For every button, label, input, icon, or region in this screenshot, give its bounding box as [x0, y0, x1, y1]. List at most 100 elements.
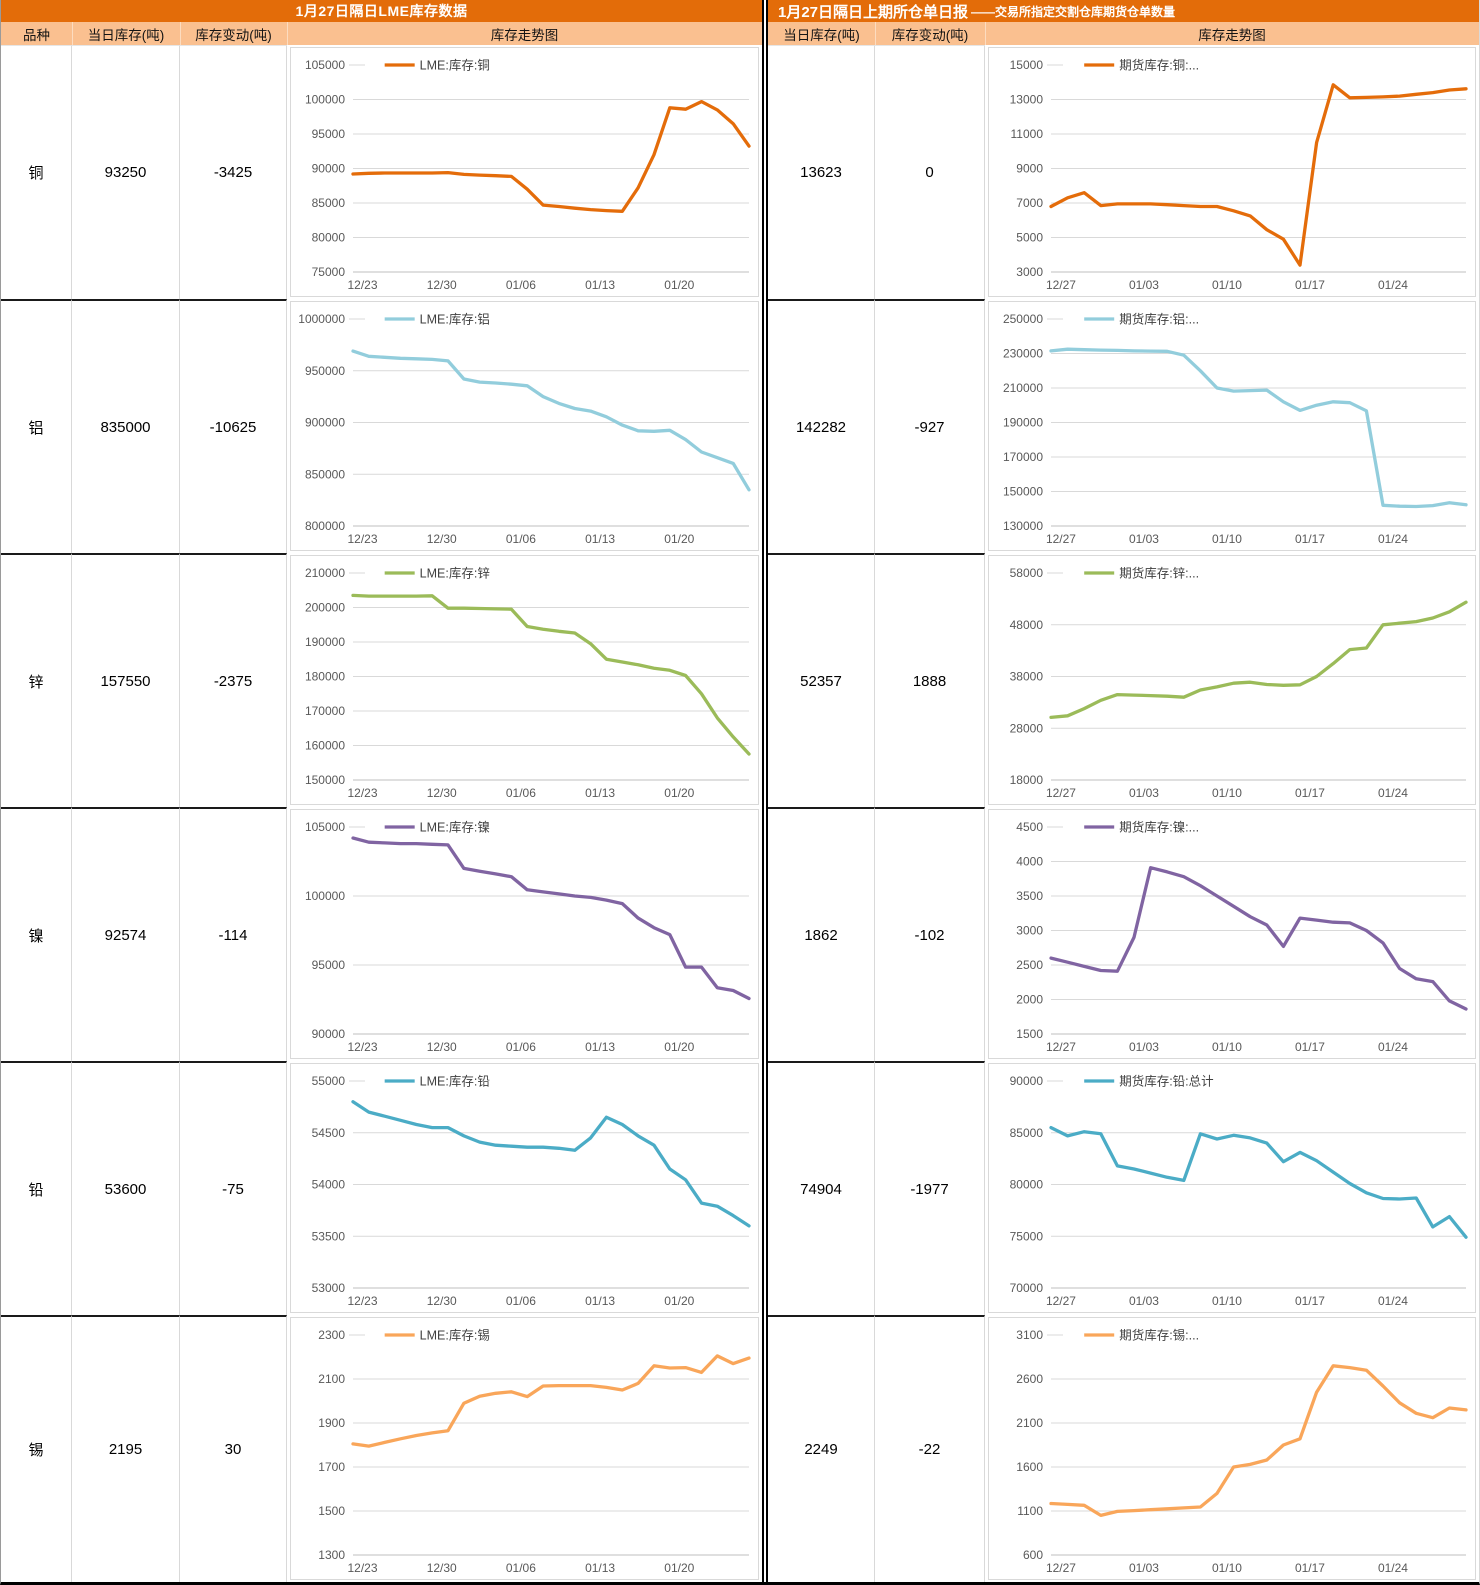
shfe-trend-chart-cell: 18000 28000 38000 48000 58000 12/27 01/03 01/10…	[985, 553, 1479, 807]
x-tick-label: 01/06	[506, 786, 536, 800]
lme-chart-锌: 150000 160000 170000 180000 190000 200000 2100…	[305, 566, 751, 800]
y-tick-label: 85000	[1010, 1126, 1044, 1140]
lme-trend-chart: 1300 1500 1700 1900 2100 2300 12/23 12/30 01/06 0…	[290, 1317, 759, 1580]
metal-name: 铜	[1, 45, 72, 299]
x-tick-label: 12/23	[347, 1294, 377, 1308]
x-tick-label: 12/30	[427, 786, 457, 800]
y-tick-label: 80000	[1010, 1178, 1044, 1192]
lme-trend-chart-cell: 75000 80000 85000 90000 95000 100000 105000 12/…	[287, 45, 762, 299]
lme-chart-铅: 53000 53500 54000 54500 55000 12/23 12/30 01/06…	[312, 1074, 751, 1308]
x-tick-label: 01/10	[1212, 1294, 1242, 1308]
shfe-inventory-value: 1862	[768, 807, 875, 1061]
shfe-trend-chart-cell: 3000 5000 7000 9000 11000 13000 15000 12/27 01/0…	[985, 45, 1479, 299]
legend-label: 期货库存:锌:...	[1119, 566, 1199, 581]
y-tick-label: 9000	[1016, 162, 1043, 176]
y-tick-label: 230000	[1003, 347, 1043, 361]
y-tick-label: 80000	[312, 231, 346, 245]
legend-label: LME:库存:铝	[420, 312, 490, 327]
y-tick-label: 4000	[1016, 855, 1043, 869]
x-tick-label: 01/13	[585, 786, 615, 800]
y-tick-label: 2000	[1016, 993, 1043, 1007]
shfe-inventory-value: 2249	[768, 1315, 875, 1582]
y-tick-label: 13000	[1010, 93, 1044, 107]
series-line	[1049, 600, 1468, 720]
y-tick-label: 1300	[318, 1548, 345, 1562]
x-tick-label: 01/06	[506, 1040, 536, 1054]
x-tick-label: 01/24	[1378, 532, 1408, 546]
x-tick-label: 12/27	[1046, 1294, 1076, 1308]
y-tick-label: 1100	[1017, 1504, 1043, 1518]
y-tick-label: 100000	[305, 93, 345, 107]
shfe-trend-chart-cell: 600 1100 1600 2100 2600 3100 12/27 01/03 01/10 01…	[985, 1315, 1479, 1582]
x-tick-label: 12/23	[347, 532, 377, 546]
shfe-chart-铝: 130000 150000 170000 190000 210000 230000 2500…	[1003, 312, 1468, 546]
shfe-inventory-value: 13623	[768, 45, 875, 299]
y-tick-label: 11000	[1011, 127, 1044, 141]
shfe-trend-chart: 130000 150000 170000 190000 210000 230000 2500…	[988, 301, 1476, 551]
y-tick-label: 190000	[1003, 416, 1043, 430]
y-tick-label: 90000	[312, 162, 346, 176]
legend-label: 期货库存:铅:总计	[1119, 1074, 1213, 1089]
shfe-chart-铜: 3000 5000 7000 9000 11000 13000 15000 12/27 01/0…	[1010, 58, 1468, 292]
shfe-trend-chart: 70000 75000 80000 85000 90000 12/27 01/03 01/10…	[988, 1063, 1476, 1313]
x-tick-label: 01/10	[1212, 278, 1242, 292]
x-tick-label: 01/13	[585, 1294, 615, 1308]
lme-change-value: 30	[180, 1315, 287, 1582]
x-tick-label: 01/13	[585, 278, 615, 292]
y-tick-label: 54500	[312, 1126, 346, 1140]
x-tick-label: 01/06	[506, 532, 536, 546]
y-tick-label: 4500	[1016, 820, 1043, 834]
y-tick-label: 2600	[1016, 1372, 1043, 1386]
metal-name: 铝	[1, 299, 72, 553]
lme-trend-chart-cell: 150000 160000 170000 180000 190000 200000 2100…	[287, 553, 762, 807]
y-tick-label: 105000	[305, 820, 345, 834]
right-panel-title: 1月27日隔日上期所仓单日报 ——交易所指定交割仓库期货仓单数量	[768, 0, 1479, 22]
x-tick-label: 01/17	[1295, 278, 1325, 292]
shfe-trend-chart: 3000 5000 7000 9000 11000 13000 15000 12/27 01/0…	[988, 47, 1476, 297]
y-tick-label: 75000	[312, 265, 346, 279]
series-line	[1049, 347, 1468, 509]
shfe-chart-锡: 600 1100 1600 2100 2600 3100 12/27 01/03 01/10 01…	[1016, 1328, 1468, 1575]
x-tick-label: 01/10	[1212, 1561, 1242, 1575]
x-tick-label: 01/13	[585, 1561, 615, 1575]
y-tick-label: 1600	[1016, 1460, 1043, 1474]
y-tick-label: 3500	[1016, 889, 1043, 903]
y-tick-label: 250000	[1003, 312, 1043, 326]
y-tick-label: 70000	[1010, 1281, 1044, 1295]
x-tick-label: 01/10	[1212, 786, 1242, 800]
x-tick-label: 01/13	[585, 532, 615, 546]
x-tick-label: 01/03	[1129, 278, 1159, 292]
shfe-trend-chart: 1500 2000 2500 3000 3500 4000 4500 12/27 01/03 01…	[988, 809, 1476, 1059]
x-tick-label: 12/27	[1046, 786, 1076, 800]
x-tick-label: 01/24	[1378, 1294, 1408, 1308]
lme-trend-chart-cell: 800000 850000 900000 950000 1000000 12/23 12/3…	[287, 299, 762, 553]
y-tick-label: 7000	[1016, 196, 1043, 210]
lme-chart-锡: 1300 1500 1700 1900 2100 2300 12/23 12/30 01/06 0…	[318, 1328, 751, 1575]
lme-inventory-value: 53600	[72, 1061, 180, 1315]
header-lme-inventory: 当日库存(吨)	[72, 22, 180, 45]
shfe-trend-chart-cell: 1500 2000 2500 3000 3500 4000 4500 12/27 01/03 01…	[985, 807, 1479, 1061]
y-tick-label: 1900	[318, 1416, 345, 1430]
x-tick-label: 01/24	[1378, 1561, 1408, 1575]
series-line	[351, 1100, 751, 1228]
y-tick-label: 1700	[318, 1460, 345, 1474]
lme-change-value: -3425	[180, 45, 287, 299]
shfe-inventory-value: 74904	[768, 1061, 875, 1315]
metal-name: 锌	[1, 553, 72, 807]
y-tick-label: 85000	[312, 196, 346, 210]
y-tick-label: 800000	[305, 519, 345, 533]
x-tick-label: 01/06	[506, 1294, 536, 1308]
y-tick-label: 1500	[318, 1504, 345, 1518]
x-tick-label: 01/20	[664, 786, 694, 800]
x-tick-label: 01/17	[1295, 1294, 1325, 1308]
series-line	[1049, 1364, 1468, 1518]
y-tick-label: 180000	[305, 670, 345, 684]
series-line	[351, 99, 751, 213]
left-panel-title: 1月27日隔日LME库存数据	[1, 0, 762, 22]
x-tick-label: 01/03	[1129, 1294, 1159, 1308]
x-tick-label: 12/27	[1046, 278, 1076, 292]
x-tick-label: 12/30	[427, 278, 457, 292]
lme-inventory-value: 92574	[72, 807, 180, 1061]
y-tick-label: 75000	[1010, 1229, 1044, 1243]
x-tick-label: 01/17	[1295, 1040, 1325, 1054]
